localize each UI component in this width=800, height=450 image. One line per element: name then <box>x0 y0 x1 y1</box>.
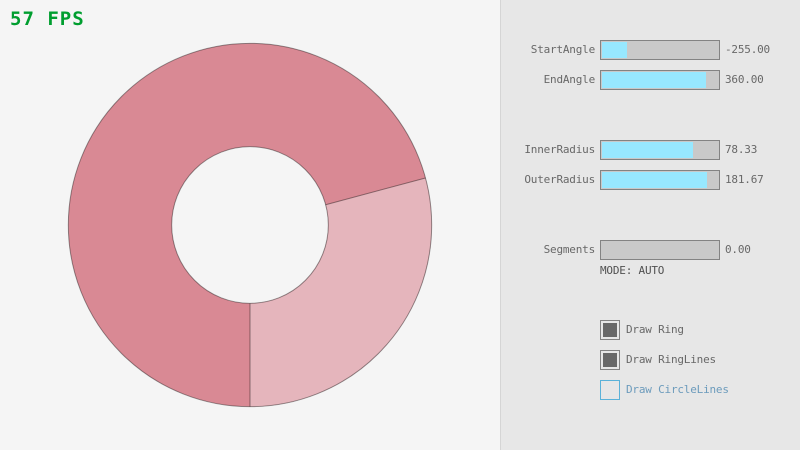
fps-counter: 57 FPS <box>10 8 85 30</box>
end-angle-slider[interactable] <box>600 70 720 90</box>
slider-fill <box>602 72 706 88</box>
draw-circlelines-checkbox[interactable] <box>600 380 620 400</box>
draw-ring-checkbox[interactable] <box>600 320 620 340</box>
draw-circlelines-label: Draw CircleLines <box>626 383 729 396</box>
ring-outer-outline <box>67 42 433 408</box>
segments-mode-status: MODE: AUTO <box>600 264 665 277</box>
start-angle-slider[interactable] <box>600 40 720 60</box>
checkmark-square-icon <box>603 323 617 337</box>
segments-slider[interactable] <box>600 240 720 260</box>
slider-row-outer-radius: OuterRadius 181.67 <box>501 170 800 190</box>
start-angle-value: -255.00 <box>725 43 770 56</box>
outer-radius-label: OuterRadius <box>524 173 595 186</box>
checkbox-row-draw-ringlines: Draw RingLines <box>501 350 800 370</box>
start-angle-label: StartAngle <box>530 43 595 56</box>
slider-fill <box>602 42 627 58</box>
draw-ringlines-checkbox[interactable] <box>600 350 620 370</box>
draw-ringlines-label: Draw RingLines <box>626 353 716 366</box>
controls-panel: StartAngle -255.00 EndAngle 360.00 Inner… <box>500 0 800 450</box>
end-angle-value: 360.00 <box>725 73 764 86</box>
slider-fill <box>602 172 707 188</box>
inner-radius-value: 78.33 <box>725 143 758 156</box>
slider-row-inner-radius: InnerRadius 78.33 <box>501 140 800 160</box>
inner-radius-label: InnerRadius <box>524 143 595 156</box>
outer-radius-slider[interactable] <box>600 170 720 190</box>
slider-row-end-angle: EndAngle 360.00 <box>501 70 800 90</box>
checkbox-row-draw-ring: Draw Ring <box>501 320 800 340</box>
draw-ring-label: Draw Ring <box>626 323 684 336</box>
end-angle-label: EndAngle <box>543 73 596 86</box>
ring-edge-line-northeast <box>325 177 426 206</box>
checkmark-square-icon <box>603 353 617 367</box>
inner-radius-slider[interactable] <box>600 140 720 160</box>
ring-sector-light <box>250 177 432 407</box>
outer-radius-value: 181.67 <box>725 173 764 186</box>
slider-fill <box>602 142 693 158</box>
slider-row-segments: Segments 0.00 <box>501 240 800 260</box>
checkbox-row-draw-circlelines: Draw CircleLines <box>501 380 800 400</box>
slider-row-start-angle: StartAngle -255.00 <box>501 40 800 60</box>
segments-label: Segments <box>543 243 596 256</box>
ring-inner-outline <box>171 146 329 304</box>
segments-value: 0.00 <box>725 243 751 256</box>
